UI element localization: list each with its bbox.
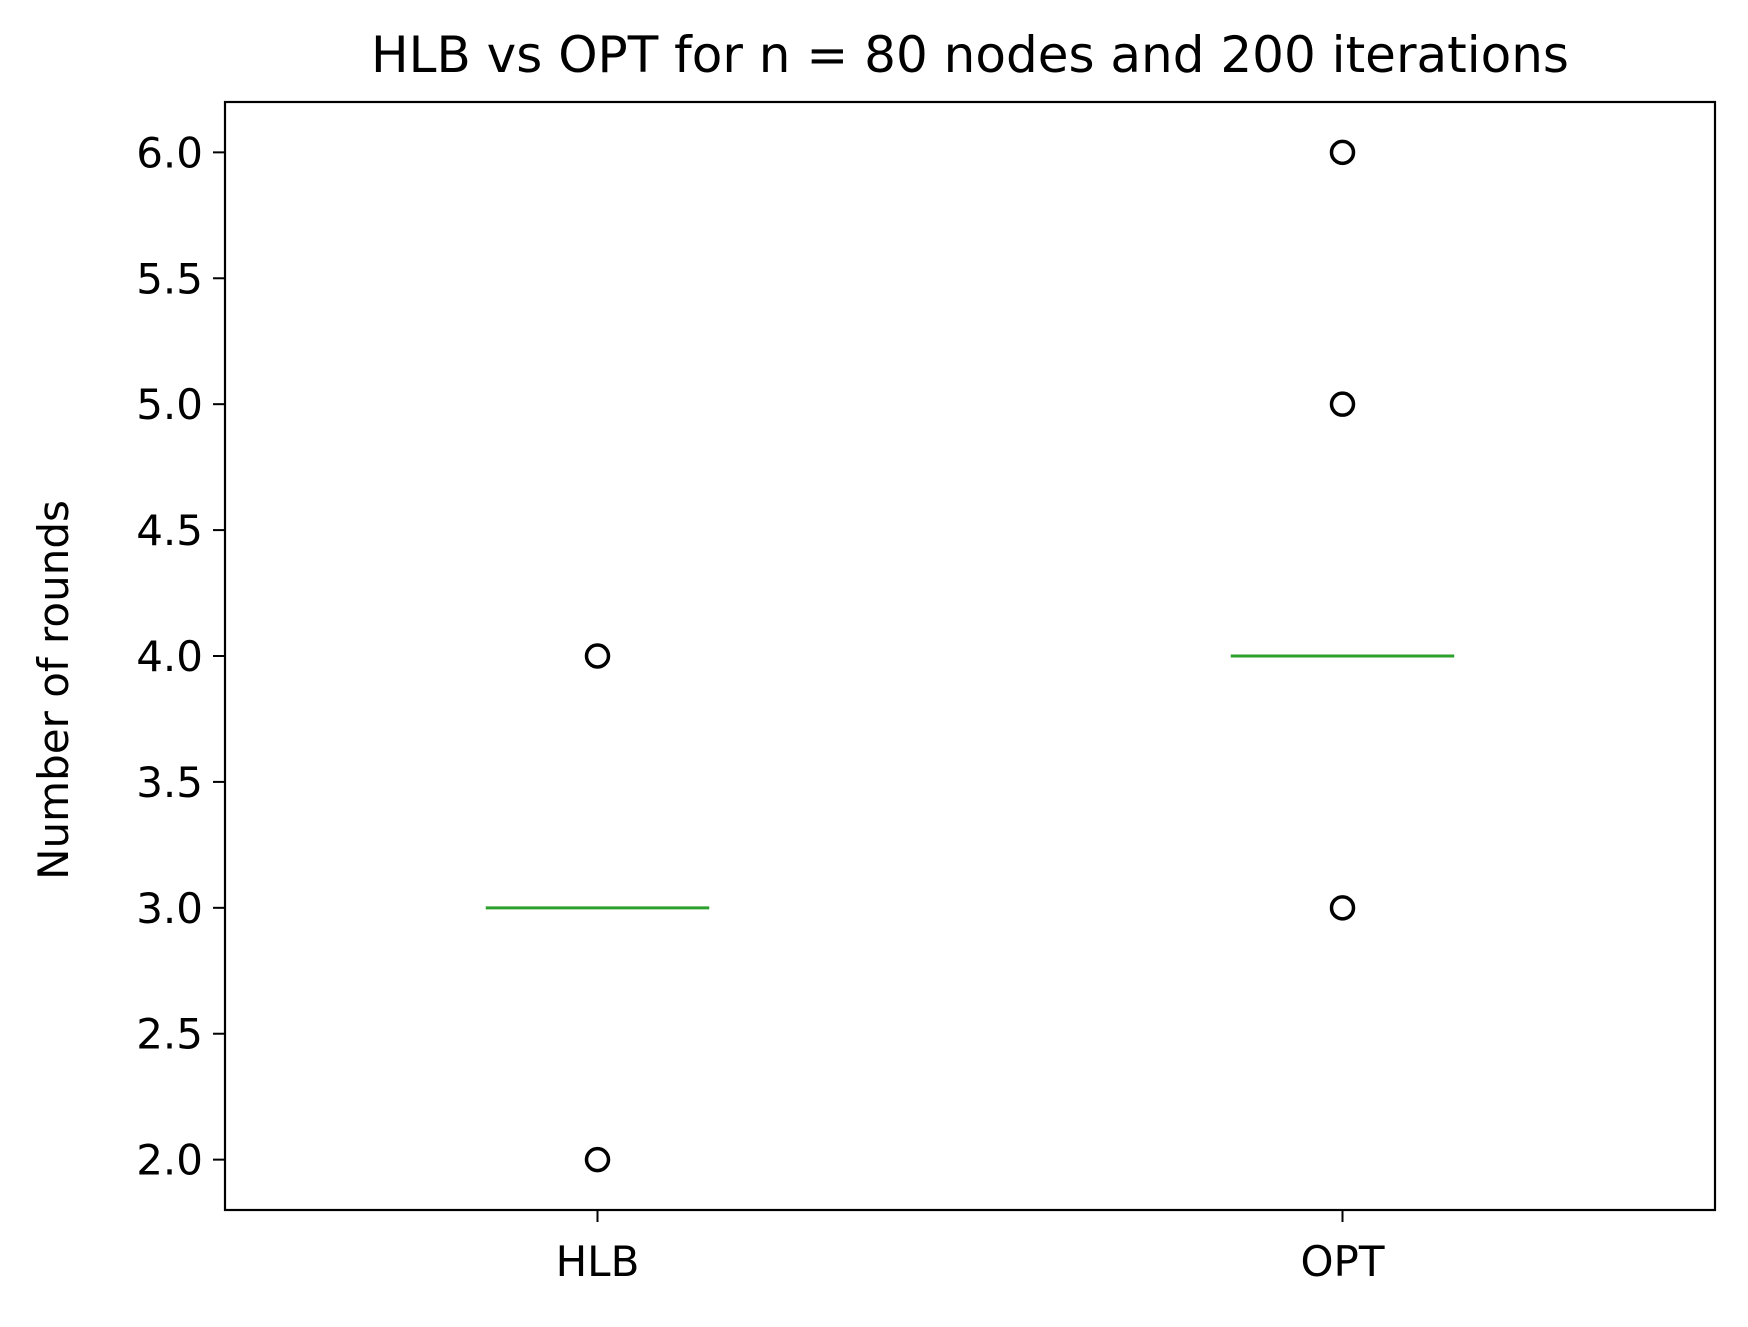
y-tick-label: 2.0: [136, 1136, 203, 1185]
outlier-point-opt: [1329, 139, 1356, 166]
y-tick-label: 3.5: [136, 758, 203, 807]
plot-area: 2.0 2.5 3.0 3.5 4.0 4.5 5.0 5.5 6.0 HLB OPT: [136, 128, 1455, 1286]
outlier-point-hlb: [584, 643, 611, 669]
y-tick-label: 2.5: [136, 1010, 203, 1059]
axes-frame: [223, 100, 1717, 1212]
y-tick-label: 5.5: [136, 254, 203, 303]
outlier-point-hlb: [584, 1146, 611, 1173]
x-tick-label: HLB: [556, 1237, 640, 1286]
y-tick-label: 4.0: [136, 632, 203, 681]
y-tick-label: 5.0: [136, 380, 203, 429]
x-tick-label: OPT: [1300, 1237, 1384, 1286]
outlier-point-opt: [1329, 391, 1356, 417]
y-tick-label: 6.0: [136, 128, 203, 177]
y-axis-label: Number of rounds: [29, 500, 78, 880]
chart-title: HLB vs OPT for n = 80 nodes and 200 iter…: [371, 26, 1569, 84]
y-tick-label: 3.0: [136, 884, 203, 933]
y-tick-label: 4.5: [136, 506, 203, 555]
outlier-point-opt: [1329, 895, 1356, 921]
